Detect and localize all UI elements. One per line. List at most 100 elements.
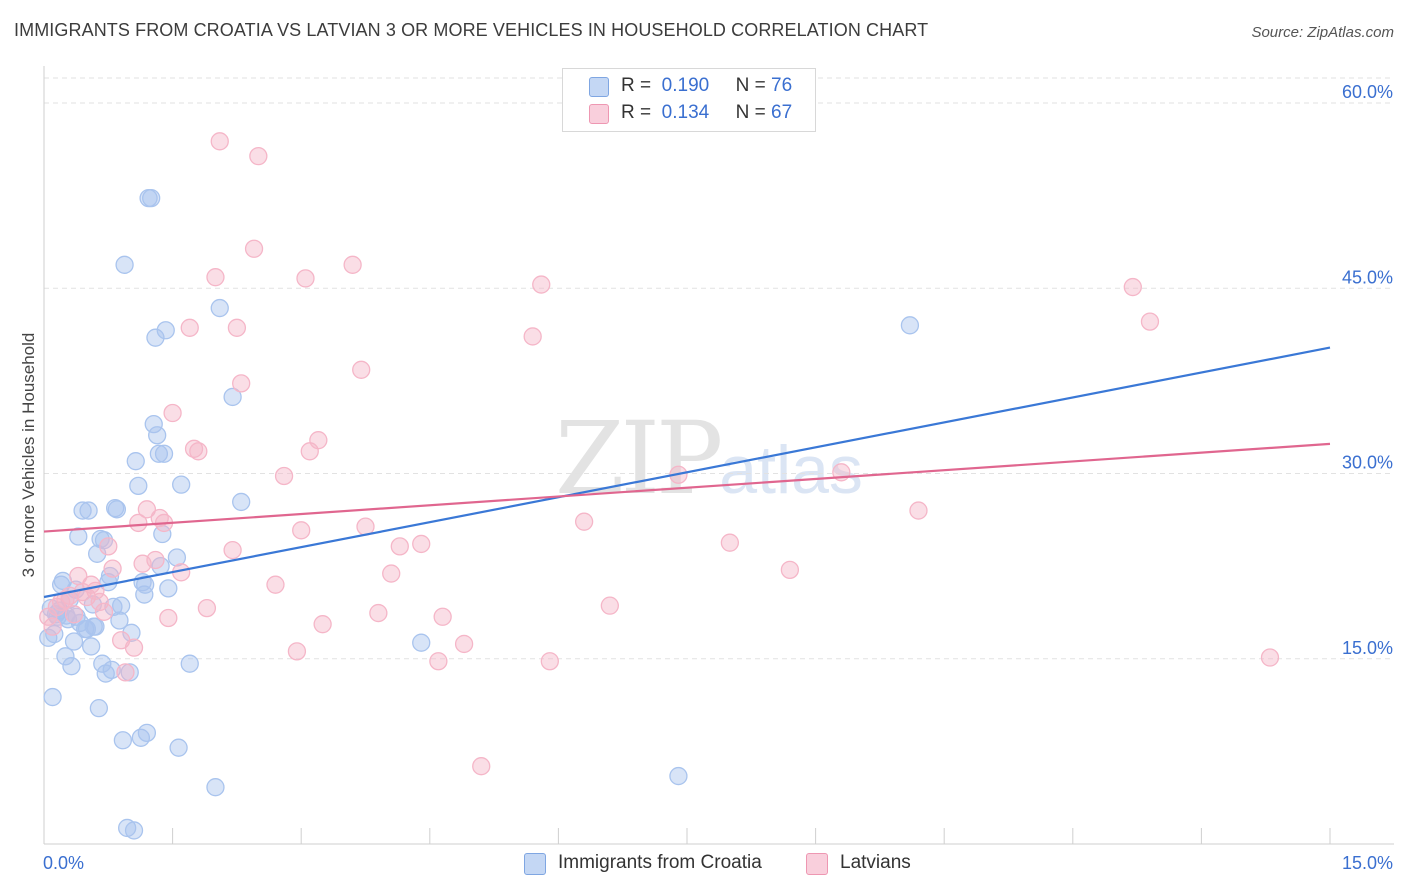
point-latvians <box>94 602 114 621</box>
point-croatia <box>62 657 81 676</box>
point-croatia <box>159 579 178 598</box>
point-croatia <box>144 414 163 434</box>
point-croatia <box>142 188 161 208</box>
point-croatia <box>115 255 134 274</box>
point-latvians <box>163 403 182 423</box>
point-croatia <box>167 548 187 567</box>
point-croatia <box>131 728 151 747</box>
point-latvians <box>244 239 264 258</box>
point-croatia <box>84 617 103 636</box>
point-croatia <box>89 699 109 718</box>
point-croatia <box>669 766 688 786</box>
point-latvians <box>159 608 178 628</box>
point-croatia <box>93 654 112 673</box>
point-latvians <box>343 255 362 274</box>
point-croatia <box>120 663 139 682</box>
point-croatia <box>156 321 175 340</box>
point-croatia <box>135 585 154 604</box>
point-latvians <box>64 605 84 624</box>
point-latvians <box>540 652 559 671</box>
point-latvians <box>369 603 388 623</box>
point-croatia <box>64 632 84 651</box>
point-latvians <box>909 501 928 520</box>
point-croatia <box>43 687 62 707</box>
point-latvians <box>382 564 401 583</box>
legend-r-label: R = <box>621 75 652 96</box>
point-latvians <box>266 575 285 594</box>
legend-n-value: 76 <box>771 75 793 96</box>
point-latvians <box>532 275 551 294</box>
legend-n-label: N = <box>735 75 766 96</box>
point-latvians <box>433 607 452 626</box>
point-croatia <box>69 527 88 546</box>
point-latvians <box>146 550 165 570</box>
point-croatia <box>148 426 167 445</box>
point-croatia <box>102 660 121 680</box>
legend-swatch-croatia <box>589 77 609 97</box>
y-tick-label: 15.0% <box>1342 638 1393 658</box>
point-latvians <box>523 327 542 346</box>
point-croatia <box>107 500 127 519</box>
y-tick-label: 45.0% <box>1342 267 1393 287</box>
point-croatia <box>169 738 188 757</box>
point-croatia <box>154 444 174 463</box>
point-latvians <box>189 442 208 461</box>
point-croatia <box>73 501 92 520</box>
point-croatia <box>110 611 129 630</box>
source-label: Source: ZipAtlas.com <box>1251 24 1394 41</box>
point-croatia <box>180 654 199 673</box>
point-croatia <box>232 492 251 512</box>
trendline-latvians <box>43 442 1331 533</box>
point-latvians <box>600 596 619 615</box>
bottom-legend-swatch-croatia <box>524 853 546 875</box>
point-latvians <box>472 757 491 776</box>
point-latvians <box>292 521 311 540</box>
point-latvians <box>99 537 118 556</box>
point-croatia <box>129 476 148 496</box>
point-croatia <box>146 328 165 347</box>
point-latvians <box>1260 648 1280 667</box>
x-tick-label: 0.0% <box>43 853 84 873</box>
point-croatia <box>126 452 145 471</box>
point-croatia <box>45 624 64 644</box>
point-latvians <box>313 615 332 634</box>
y-tick-label: 60.0% <box>1342 82 1393 102</box>
point-latvians <box>309 431 328 450</box>
trendline-croatia <box>43 346 1331 599</box>
point-croatia <box>210 298 229 318</box>
point-croatia <box>122 623 141 642</box>
point-croatia <box>79 501 98 520</box>
point-croatia <box>223 387 242 407</box>
point-latvians <box>1140 312 1160 331</box>
point-latvians <box>1123 277 1142 297</box>
point-croatia <box>172 475 191 494</box>
point-croatia <box>412 633 431 652</box>
x-tick-label: 15.0% <box>1342 853 1393 873</box>
point-latvians <box>210 132 229 151</box>
point-latvians <box>274 466 294 486</box>
point-latvians <box>116 663 135 682</box>
point-latvians <box>352 360 371 379</box>
point-latvians <box>103 559 122 578</box>
y-tick-label: 30.0% <box>1342 453 1393 473</box>
point-croatia <box>136 575 155 594</box>
legend-r-value: 0.190 <box>661 75 710 96</box>
point-latvians <box>90 592 109 612</box>
point-latvians <box>454 634 474 654</box>
point-latvians <box>412 534 431 554</box>
point-croatia <box>137 723 157 743</box>
legend-r-label: R = <box>621 102 652 123</box>
point-latvians <box>296 269 315 288</box>
bottom-legend-label-latvians: Latvians <box>840 852 911 873</box>
point-croatia <box>206 778 225 797</box>
watermark-zip: ZIP <box>555 400 723 517</box>
point-latvians <box>129 513 148 533</box>
point-croatia <box>900 316 920 335</box>
point-latvians <box>429 652 448 671</box>
point-latvians <box>197 598 217 618</box>
point-latvians <box>390 537 409 556</box>
point-latvians <box>206 268 225 287</box>
point-croatia <box>124 821 144 840</box>
point-latvians <box>232 374 251 393</box>
